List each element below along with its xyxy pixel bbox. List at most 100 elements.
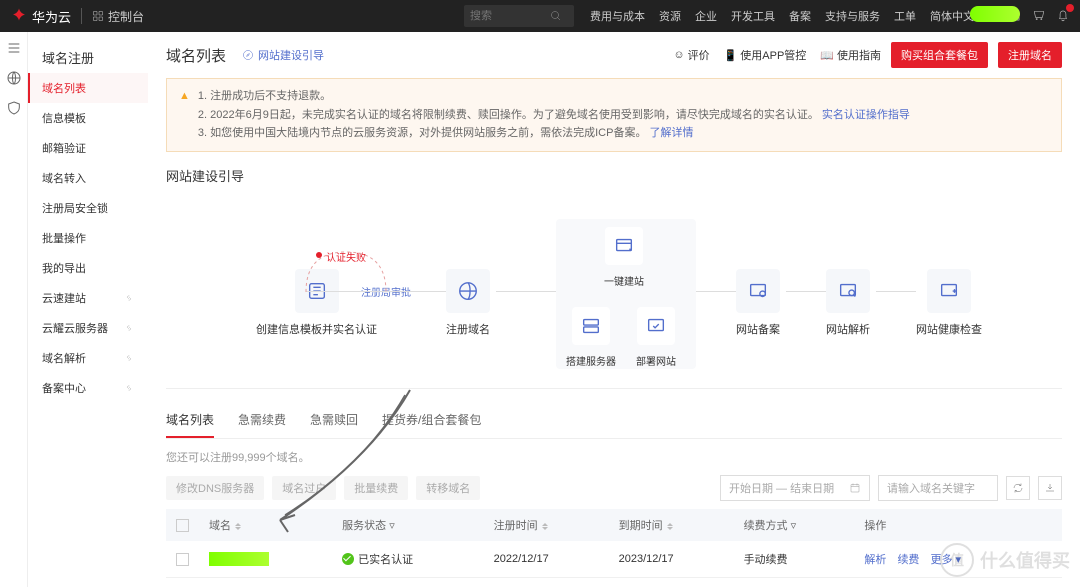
btn-batch-renew[interactable]: 批量续费 xyxy=(344,476,408,500)
sidebar-item-lock[interactable]: 注册局安全锁 xyxy=(28,193,148,223)
btn-modify-dns[interactable]: 修改DNS服务器 xyxy=(166,476,264,500)
nav-support[interactable]: 支持与服务 xyxy=(825,8,880,24)
refresh-button[interactable] xyxy=(1006,476,1030,500)
notification-icon[interactable] xyxy=(1056,8,1070,25)
page-header: 域名列表 网站建设引导 ☺ 评价 📱 使用APP管控 📖 使用指南 购买组合套餐… xyxy=(166,32,1062,78)
console-link[interactable]: 控制台 xyxy=(92,8,144,25)
sidebar-item-transfer[interactable]: 域名转入 xyxy=(28,163,148,193)
sidebar-item-label: 信息模板 xyxy=(42,110,86,126)
dns-icon xyxy=(826,269,870,313)
action-renew[interactable]: 续费 xyxy=(897,554,919,566)
nav-enterprise[interactable]: 企业 xyxy=(695,8,717,24)
header-tools: ☺ 评价 📱 使用APP管控 📖 使用指南 xyxy=(673,47,881,63)
wizard-line xyxy=(876,291,916,292)
nav-ticket[interactable]: 工单 xyxy=(894,8,916,24)
wizard-label: 网站解析 xyxy=(826,321,870,337)
keyword-input[interactable]: 请输入域名关键字 xyxy=(878,475,998,501)
list-tabs: 域名列表 急需续费 急需赎回 提货券/组合套餐包 xyxy=(166,403,1062,439)
globe-icon[interactable] xyxy=(6,70,22,86)
wizard-step-2[interactable]: 注册域名 xyxy=(446,269,490,337)
compass-icon xyxy=(242,49,254,61)
wizard-step-3a[interactable]: 一键建站 xyxy=(604,227,644,288)
sidebar-item-dns[interactable]: 域名解析 xyxy=(28,343,148,373)
notice-line-3: 3. 如您使用中国大陆境内节点的云服务资源，对外提供网站服务之前，需依法完成IC… xyxy=(198,124,910,143)
cell-status: 已实名认证 xyxy=(332,541,483,578)
nav-cost[interactable]: 费用与成本 xyxy=(590,8,645,24)
cell-renew: 手动续费 xyxy=(734,541,855,578)
wizard-step-6[interactable]: 网站健康检查 xyxy=(916,269,982,337)
notice-line-1: 1. 注册成功后不支持退款。 xyxy=(198,87,910,106)
eval-link[interactable]: ☺ 评价 xyxy=(673,47,709,63)
wizard-loop xyxy=(301,247,391,297)
nav-resource[interactable]: 资源 xyxy=(659,8,681,24)
badge-icon xyxy=(1066,4,1074,12)
globe-check-icon xyxy=(446,269,490,313)
col-reg[interactable]: 注册时间 xyxy=(484,509,609,541)
export-button[interactable] xyxy=(1038,476,1062,500)
sidebar-item-domain-list[interactable]: 域名列表 xyxy=(28,73,148,103)
sidebar-item-beian[interactable]: 备案中心 xyxy=(28,373,148,403)
wizard-label: 注册域名 xyxy=(446,321,490,337)
btn-transfer-domain[interactable]: 转移域名 xyxy=(416,476,480,500)
menu-icon[interactable] xyxy=(6,40,22,56)
tab-voucher[interactable]: 提货券/组合套餐包 xyxy=(382,403,481,438)
sidebar-item-label: 我的导出 xyxy=(42,260,86,276)
server-icon xyxy=(572,307,610,345)
col-status[interactable]: 服务状态 ▿ xyxy=(332,509,483,541)
app-link[interactable]: 📱 使用APP管控 xyxy=(724,47,807,63)
date-range-input[interactable]: 开始日期 — 结束日期 xyxy=(720,475,870,501)
separator xyxy=(81,8,82,24)
sidebar-item-label: 注册局安全锁 xyxy=(42,200,108,216)
wizard-step-4[interactable]: 网站备案 xyxy=(736,269,780,337)
shield-icon[interactable] xyxy=(6,100,22,116)
col-renew[interactable]: 续费方式 ▿ xyxy=(734,509,855,541)
sidebar-item-label: 云速建站 xyxy=(42,290,86,306)
tab-redeem[interactable]: 急需赎回 xyxy=(310,403,358,438)
register-domain-button[interactable]: 注册域名 xyxy=(998,42,1062,68)
checkbox-all[interactable] xyxy=(176,519,189,532)
wizard-label: 搭建服务器 xyxy=(566,353,616,368)
sidebar: 域名注册 域名列表 信息模板 邮箱验证 域名转入 注册局安全锁 批量操作 我的导… xyxy=(28,32,148,587)
learn-more-link[interactable]: 了解详情 xyxy=(650,127,694,139)
row-checkbox[interactable] xyxy=(176,553,189,566)
sidebar-item-template[interactable]: 信息模板 xyxy=(28,103,148,133)
brand[interactable]: 华为云 xyxy=(10,7,71,26)
watermark-text: 什么值得买 xyxy=(980,547,1070,573)
nav-lang[interactable]: 简体中文 xyxy=(930,8,974,24)
buy-combo-button[interactable]: 购买组合套餐包 xyxy=(891,42,988,68)
wizard-label: 一键建站 xyxy=(604,273,644,288)
wizard-label: 网站健康检查 xyxy=(916,321,982,337)
sidebar-item-cloudsite[interactable]: 云速建站 xyxy=(28,283,148,313)
check-circle-icon xyxy=(342,553,354,565)
manual-link[interactable]: 📖 使用指南 xyxy=(820,47,881,63)
sidebar-item-batch[interactable]: 批量操作 xyxy=(28,223,148,253)
sidebar-item-ecs[interactable]: 云耀云服务器 xyxy=(28,313,148,343)
realname-link[interactable]: 实名认证操作指导 xyxy=(822,109,910,121)
sidebar-item-label: 域名转入 xyxy=(42,170,86,186)
page-title: 域名列表 xyxy=(166,45,226,66)
wizard-diagram: 创建信息模板并实名认证 认证失败 注册局审批 注册域名 一键建站 xyxy=(166,199,1062,389)
sidebar-item-label: 备案中心 xyxy=(42,380,86,396)
wizard-step-3b1[interactable]: 搭建服务器 xyxy=(566,307,616,368)
tab-renew[interactable]: 急需续费 xyxy=(238,403,286,438)
global-search[interactable] xyxy=(464,5,574,27)
top-bar: 华为云 控制台 费用与成本 资源 企业 开发工具 备案 支持与服务 工单 简体中… xyxy=(0,0,1080,32)
sidebar-item-email[interactable]: 邮箱验证 xyxy=(28,133,148,163)
tab-domain-list[interactable]: 域名列表 xyxy=(166,403,214,438)
cart-icon[interactable] xyxy=(1032,8,1046,25)
wizard-step-5[interactable]: 网站解析 xyxy=(826,269,870,337)
wizard-step-3b2[interactable]: 部署网站 xyxy=(636,307,676,368)
action-resolve[interactable]: 解析 xyxy=(864,554,886,566)
sidebar-item-label: 云耀云服务器 xyxy=(42,320,108,336)
guide-link[interactable]: 网站建设引导 xyxy=(242,47,324,63)
beian-icon xyxy=(736,269,780,313)
search-input[interactable] xyxy=(470,10,550,22)
wizard-title: 网站建设引导 xyxy=(166,166,1062,185)
sidebar-item-export[interactable]: 我的导出 xyxy=(28,253,148,283)
nav-devtools[interactable]: 开发工具 xyxy=(731,8,775,24)
btn-transfer-owner[interactable]: 域名过户 xyxy=(272,476,336,500)
console-text: 控制台 xyxy=(108,8,144,25)
col-exp[interactable]: 到期时间 xyxy=(609,509,734,541)
col-domain[interactable]: 域名 xyxy=(199,509,332,541)
nav-beian[interactable]: 备案 xyxy=(789,8,811,24)
